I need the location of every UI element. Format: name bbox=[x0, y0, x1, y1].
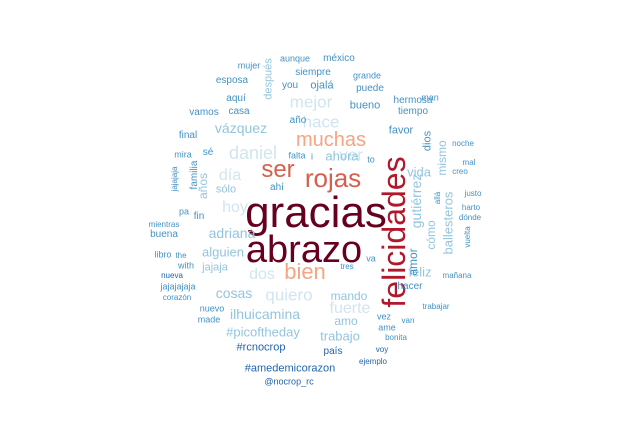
word-17: gutiérrez bbox=[408, 173, 424, 229]
word-73: buena bbox=[150, 229, 178, 240]
word-72: mientras bbox=[148, 220, 180, 229]
word-14: quiero bbox=[265, 285, 313, 305]
word-47: hermosa bbox=[393, 95, 433, 106]
word-83: corazón bbox=[162, 293, 192, 302]
word-26: cómo bbox=[424, 220, 438, 250]
word-13: dos bbox=[249, 266, 275, 283]
word-84: nuevo bbox=[199, 303, 225, 314]
word-54: dios bbox=[421, 130, 434, 152]
word-67: allá bbox=[433, 191, 442, 205]
word-82: hacer bbox=[397, 281, 423, 292]
word-28: ahora bbox=[325, 148, 359, 164]
word-27: mismo bbox=[435, 140, 449, 176]
word-22: trabajo bbox=[320, 328, 360, 344]
word-85: trabajar bbox=[422, 302, 450, 311]
word-36: aunque bbox=[279, 53, 311, 64]
word-60: to bbox=[367, 154, 375, 165]
word-20: ilhuicamina bbox=[229, 306, 301, 322]
word-38: mujer bbox=[237, 60, 261, 71]
word-31: amo bbox=[334, 314, 358, 328]
word-97: nueva bbox=[161, 271, 183, 280]
word-52: año bbox=[289, 115, 307, 126]
word-65: ahí bbox=[270, 182, 284, 193]
word-64: jajajaja bbox=[170, 166, 179, 192]
word-89: ame bbox=[378, 322, 396, 333]
word-12: hoy bbox=[222, 199, 248, 216]
word-61: mal bbox=[462, 158, 476, 167]
word-55: final bbox=[178, 130, 198, 141]
word-77: va bbox=[366, 253, 376, 264]
word-6: muchas bbox=[295, 129, 367, 151]
word-10: daniel bbox=[228, 143, 278, 163]
word-45: man bbox=[421, 92, 439, 103]
word-46: aquí bbox=[226, 93, 246, 104]
word-68: harto bbox=[461, 203, 481, 212]
word-96: @nocrop_rc bbox=[264, 376, 314, 387]
word-18: adriana bbox=[208, 225, 256, 241]
word-87: vez bbox=[376, 311, 392, 322]
word-63: creo bbox=[452, 167, 468, 176]
word-24: jajaja bbox=[202, 261, 228, 274]
word-98: i bbox=[311, 151, 313, 162]
word-39: siempre bbox=[295, 67, 331, 78]
word-23: alguien bbox=[202, 244, 244, 260]
word-48: vamos bbox=[189, 107, 219, 118]
word-90: bonita bbox=[385, 333, 407, 342]
word-51: tiempo bbox=[397, 106, 429, 117]
word-21: #picoftheday bbox=[226, 324, 300, 340]
word-43: ojalá bbox=[310, 79, 334, 92]
word-70: fin bbox=[193, 211, 205, 222]
word-44: puede bbox=[356, 83, 384, 94]
word-56: noche bbox=[452, 139, 474, 148]
word-15: fuerte bbox=[329, 300, 371, 317]
word-40: grande bbox=[352, 70, 382, 81]
word-66: justo bbox=[464, 189, 482, 198]
word-4: ser bbox=[261, 156, 295, 183]
word-75: libro bbox=[154, 249, 172, 260]
word-1: abrazo bbox=[245, 229, 363, 271]
word-35: después bbox=[262, 58, 275, 100]
word-71: dónde bbox=[458, 213, 482, 222]
word-86: made bbox=[197, 314, 221, 325]
word-16: vázquez bbox=[214, 120, 268, 136]
word-29: vida bbox=[407, 164, 431, 180]
word-76: the bbox=[175, 251, 187, 260]
word-19: cosas bbox=[215, 285, 253, 301]
word-62: familia bbox=[189, 160, 200, 190]
word-30: feliz bbox=[408, 264, 432, 280]
word-58: sé bbox=[202, 147, 214, 158]
word-53: favor bbox=[388, 124, 414, 137]
word-93: voy bbox=[375, 345, 389, 354]
word-91: #rcnocrop bbox=[236, 341, 286, 354]
word-25: ballesteros bbox=[440, 191, 456, 255]
word-81: jajajajaja bbox=[160, 281, 196, 292]
word-0: gracias bbox=[245, 188, 387, 237]
word-9: ver bbox=[339, 145, 363, 165]
word-80: mañana bbox=[442, 271, 472, 280]
word-57: mira bbox=[174, 149, 192, 160]
word-99: amor bbox=[406, 248, 420, 276]
word-11: día bbox=[218, 167, 242, 184]
word-59: falta bbox=[288, 150, 306, 161]
word-92: país bbox=[323, 346, 343, 357]
word-95: #amedemicorazon bbox=[244, 362, 336, 375]
word-42: you bbox=[281, 80, 299, 91]
word-8: hace bbox=[302, 112, 340, 132]
word-79: tres bbox=[340, 262, 354, 271]
word-88: van bbox=[401, 316, 415, 325]
word-78: with bbox=[177, 260, 195, 271]
word-41: esposa bbox=[215, 75, 249, 86]
word-32: mando bbox=[330, 289, 368, 303]
word-34: sólo bbox=[215, 183, 237, 196]
word-69: pa bbox=[178, 206, 190, 217]
word-7: mejor bbox=[289, 92, 333, 112]
word-74: vuelta bbox=[463, 226, 472, 248]
word-3: rojas bbox=[304, 163, 362, 193]
word-37: méxico bbox=[323, 53, 355, 64]
word-94: ejemplo bbox=[358, 357, 388, 366]
word-5: bien bbox=[284, 259, 326, 284]
word-50: bueno bbox=[349, 99, 381, 112]
word-49: casa bbox=[228, 106, 250, 117]
